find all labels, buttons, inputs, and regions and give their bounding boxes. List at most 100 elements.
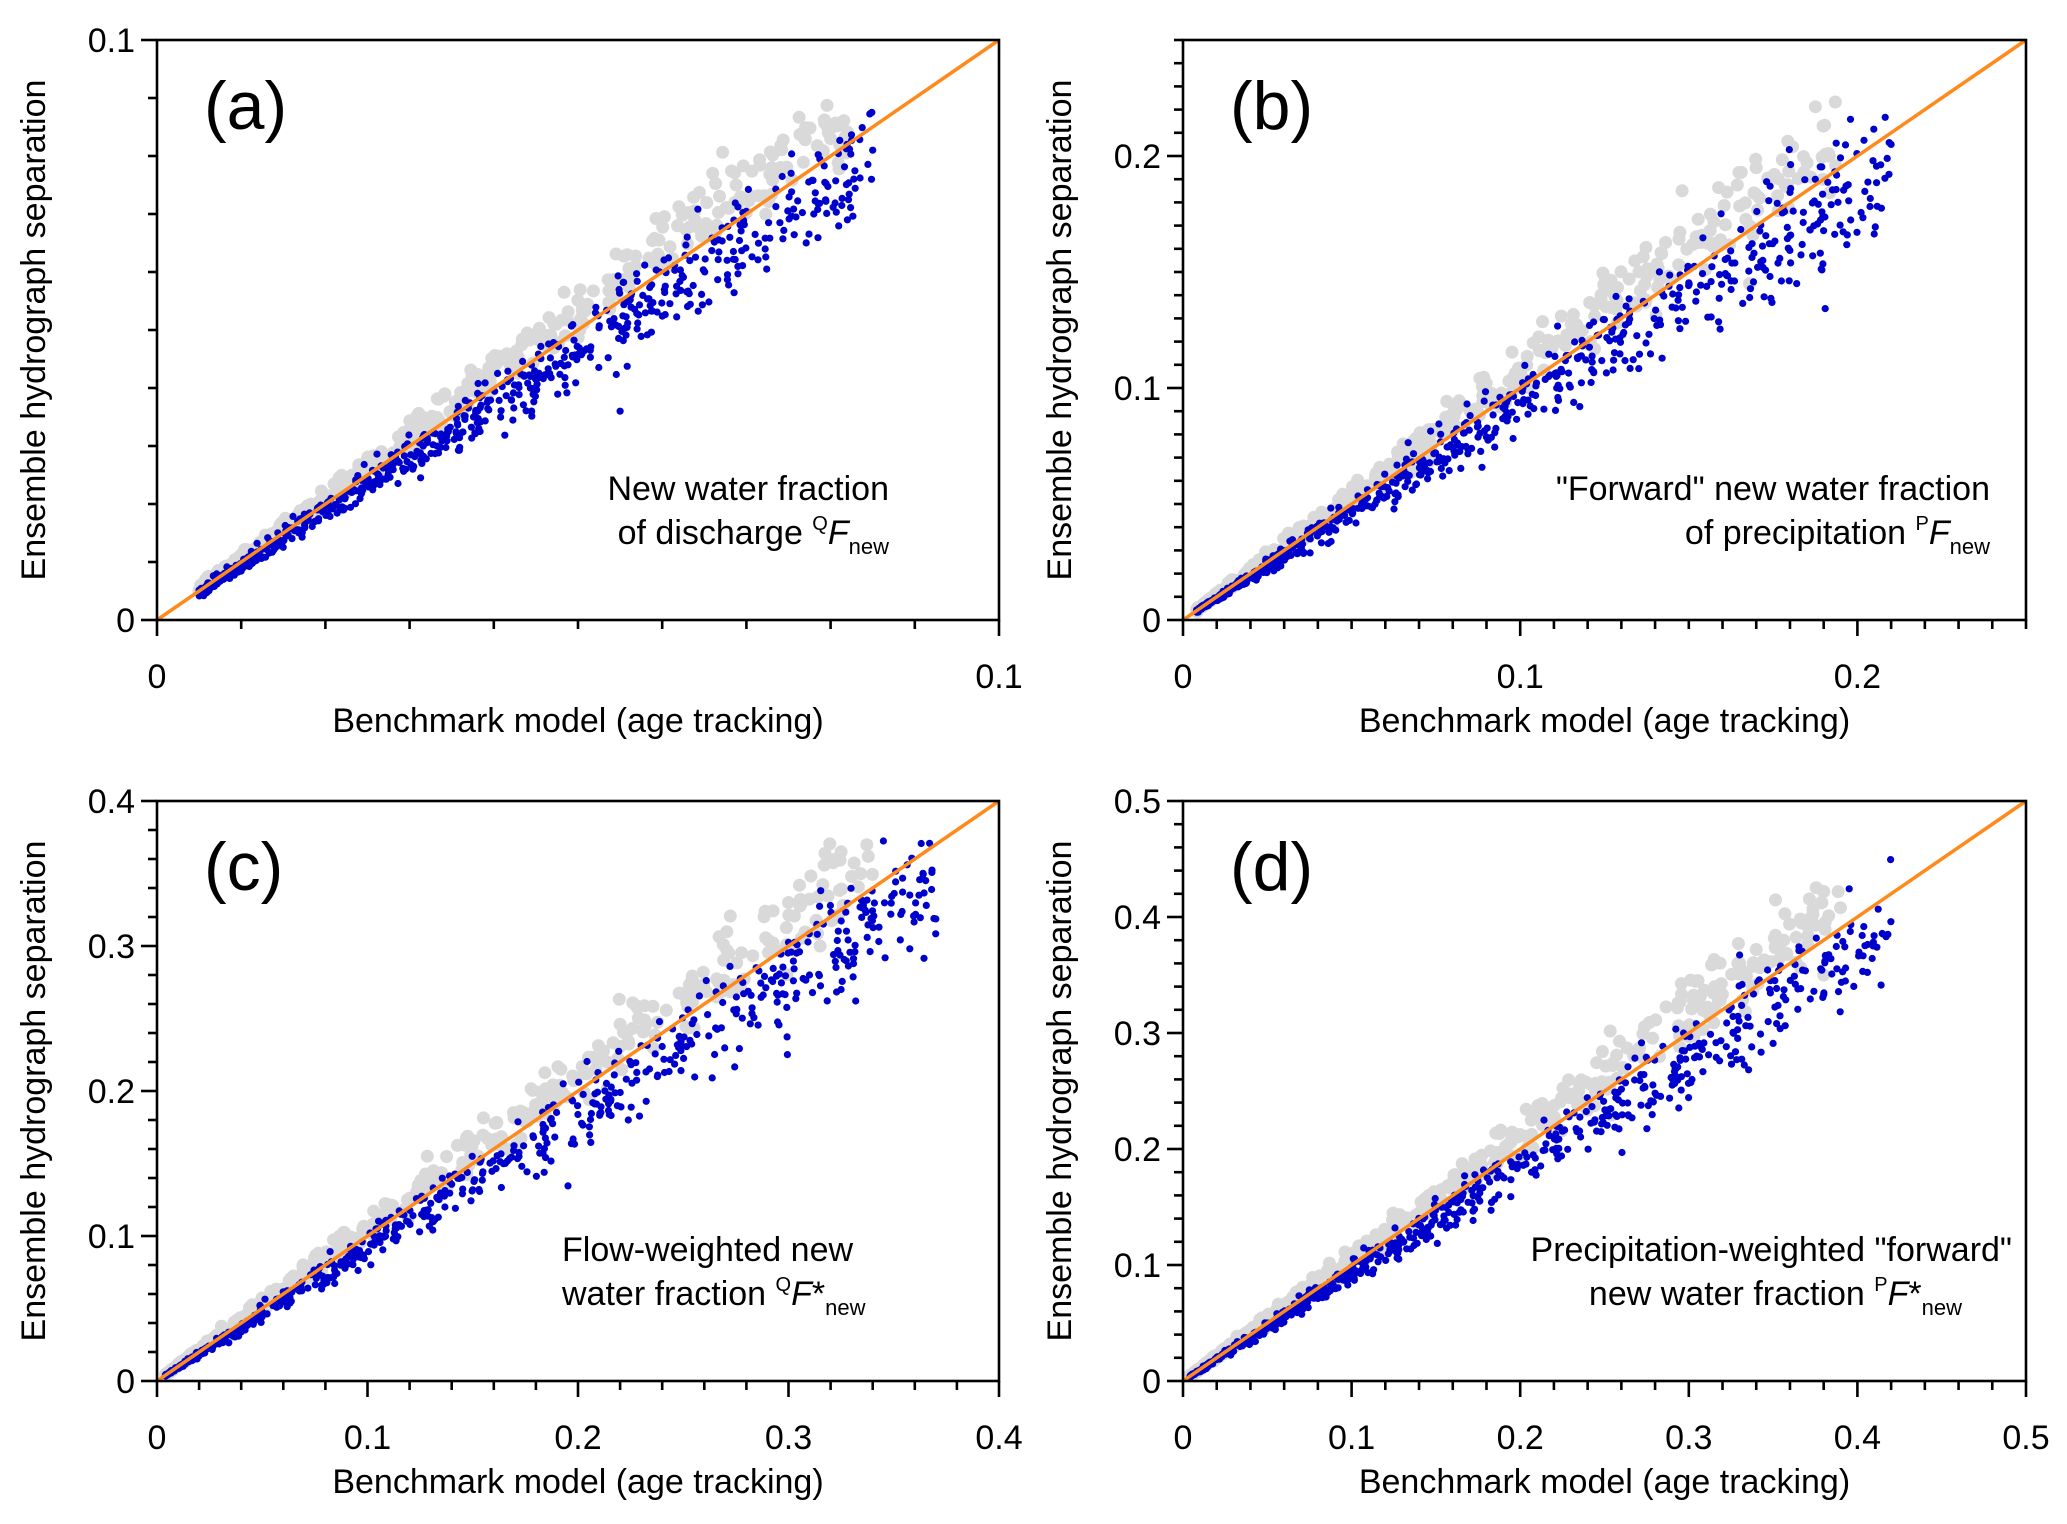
y-tick-label: 0.1 [88,1218,135,1256]
data-point-blue [1469,1192,1477,1200]
data-point-blue [1433,1239,1441,1247]
data-point-blue [1688,1075,1696,1084]
data-point-blue [474,379,482,388]
data-point-gray [847,856,861,870]
data-point-blue [1841,141,1850,149]
data-point-blue [1507,1193,1515,1201]
data-point-blue [547,1157,555,1165]
data-point-blue [1715,294,1723,302]
data-point-gray [763,145,777,159]
data-point-gray [1808,100,1822,114]
data-point-blue [359,486,367,494]
data-point-blue [1840,186,1848,194]
data-point-blue [1554,393,1562,402]
data-point-blue [573,342,581,350]
data-point-gray [1680,242,1694,256]
data-point-blue [642,1097,650,1105]
data-point-gray [440,1150,454,1163]
data-point-blue [481,417,489,425]
data-point-blue [279,543,287,551]
data-point-blue [1749,990,1758,998]
data-point-blue [1541,1146,1549,1154]
data-point-blue [671,1060,679,1068]
data-point-gray [1775,948,1789,962]
data-point-blue [1731,1048,1740,1056]
data-point-blue [1777,277,1785,285]
data-point-blue [1403,470,1411,478]
data-point-blue [810,210,818,218]
data-point-blue [1406,1233,1414,1241]
data-point-blue [323,1279,331,1287]
data-point-blue [577,351,585,359]
data-point-blue [563,389,571,397]
data-point-gray [357,1219,371,1233]
data-point-blue [932,915,940,923]
data-point-blue [1666,271,1674,279]
data-point-blue [1753,207,1761,216]
data-point-blue [409,465,417,473]
data-point-blue [295,1287,303,1295]
y-tick-label: 0 [116,1363,135,1401]
x-tick-label: 0.1 [975,658,1022,696]
data-point-blue [1819,212,1827,221]
data-point-blue [1868,954,1876,963]
data-point-blue [1799,218,1807,227]
data-point-blue [1469,1216,1477,1225]
data-point-blue [840,955,848,964]
data-point-blue [676,266,685,274]
data-point-gray [1700,1000,1714,1014]
data-point-blue [1588,1103,1596,1111]
data-point-blue [446,1189,454,1197]
data-point-blue [1819,190,1827,198]
data-point-blue [1821,959,1829,967]
data-point-blue [832,177,840,185]
data-point-blue [1859,214,1867,222]
data-point-blue [754,1021,762,1029]
data-point-blue [467,1197,475,1205]
data-point-blue [1513,415,1521,423]
data-point-gray [557,285,571,299]
data-point-blue [1836,1008,1844,1016]
data-point-blue [1451,451,1459,459]
data-point-gray [1683,1018,1697,1032]
data-point-blue [573,356,581,364]
data-point-blue [648,281,656,289]
annotation-superscript: P [1916,513,1929,535]
data-point-blue [1645,330,1653,338]
data-point-blue [1306,549,1314,557]
data-point-gray [1603,1024,1617,1038]
data-point-blue [1860,136,1868,144]
data-point-blue [735,1045,744,1053]
data-point-blue [1305,534,1314,543]
data-point-gray [1672,258,1686,272]
data-point-blue [533,386,541,394]
data-point-blue [932,930,940,938]
data-point-blue [1853,228,1861,236]
data-point-blue [1834,988,1843,996]
data-point-blue [850,175,858,183]
data-point-blue [708,247,716,255]
data-point-blue [364,1248,373,1256]
data-point-blue [887,899,895,907]
data-point-blue [1373,1251,1381,1259]
data-point-blue [1552,1136,1561,1144]
data-point-blue [1395,1255,1403,1263]
data-point-blue [1695,1053,1704,1061]
annotation-superscript: P [1874,1274,1887,1296]
data-point-blue [1452,1221,1460,1229]
y-tick-label: 0.2 [1114,138,1161,176]
data-point-blue [1881,113,1889,121]
data-point-blue [427,1199,435,1207]
data-point-blue [779,235,787,243]
x-tick-label: 0 [1174,658,1193,696]
data-point-blue [352,1245,360,1253]
data-point-blue [367,1261,375,1269]
data-point-blue [497,1183,505,1192]
data-point-gray [1473,1150,1487,1164]
data-point-blue [612,370,620,379]
data-point-blue [1674,296,1682,304]
data-point-blue [899,874,907,882]
data-point-blue [1842,964,1850,972]
data-point-gray [712,205,725,219]
data-point-blue [1399,1238,1407,1246]
